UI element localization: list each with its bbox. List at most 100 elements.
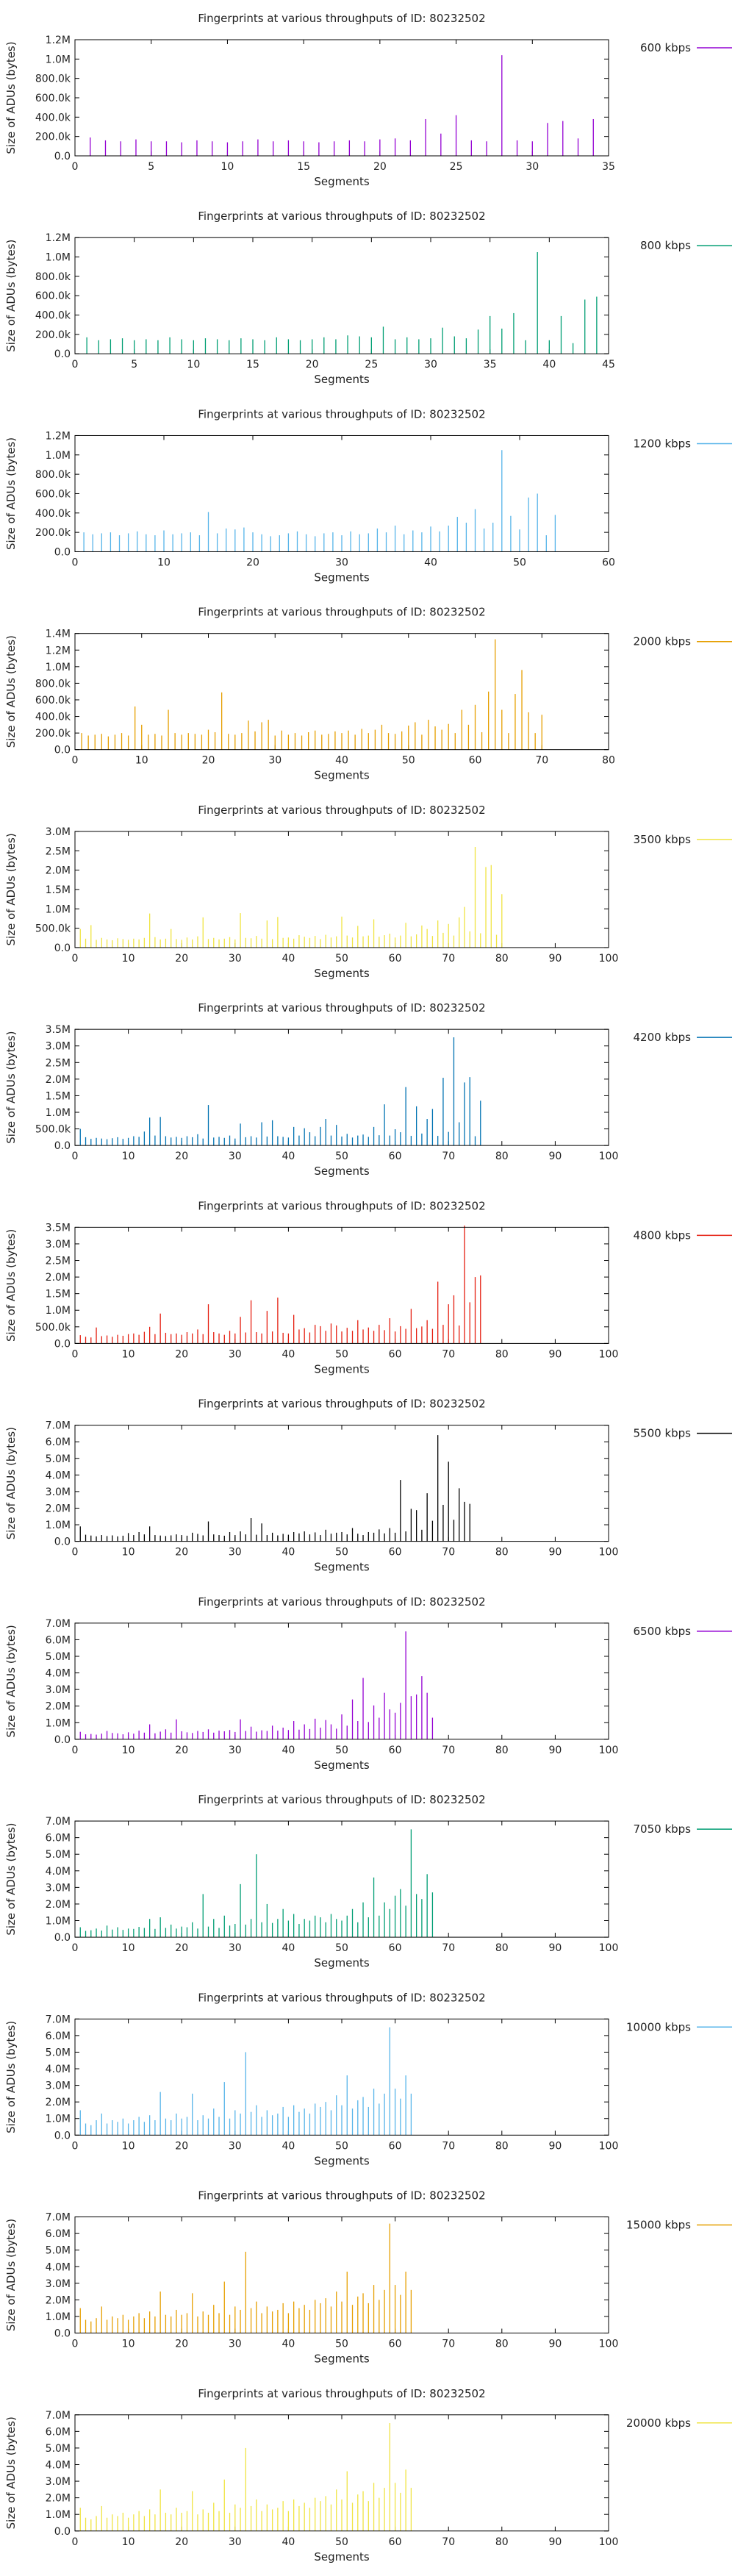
x-tick-label: 90 bbox=[548, 1745, 562, 1756]
x-tick-label: 30 bbox=[335, 557, 348, 568]
y-axis-label: Size of ADUs (bytes) bbox=[4, 1031, 18, 1144]
y-tick-label: 7.0M bbox=[46, 2212, 71, 2224]
y-tick-label: 3.0M bbox=[46, 826, 71, 838]
y-tick-label: 1.0M bbox=[46, 1305, 71, 1317]
y-tick-label: 1.0M bbox=[46, 54, 71, 65]
x-tick-label: 100 bbox=[599, 1348, 619, 1360]
y-tick-label: 5.0M bbox=[46, 2443, 71, 2455]
x-tick-label: 50 bbox=[335, 2339, 348, 2350]
y-tick-label: 4.0M bbox=[46, 2459, 71, 2471]
y-tick-label: 3.0M bbox=[46, 1882, 71, 1894]
y-tick-label: 2.0M bbox=[46, 1899, 71, 1911]
x-tick-label: 60 bbox=[389, 953, 402, 965]
x-tick-label: 40 bbox=[282, 953, 295, 965]
plot-frame bbox=[74, 1028, 609, 1146]
y-tick-label: 5.0M bbox=[46, 1651, 71, 1663]
x-tick-label: 90 bbox=[548, 1348, 562, 1360]
x-tick-label: 80 bbox=[495, 953, 509, 965]
x-axis-label: Segments bbox=[314, 769, 370, 782]
x-tick-label: 25 bbox=[365, 359, 378, 371]
y-tick-label: 2.0M bbox=[46, 2493, 71, 2505]
y-tick-label: 0.0 bbox=[54, 2526, 71, 2538]
x-tick-label: 10 bbox=[122, 2140, 135, 2152]
x-axis-label: Segments bbox=[314, 2154, 370, 2167]
y-tick-label: 1.2M bbox=[46, 35, 71, 46]
y-tick-label: 0.0 bbox=[54, 348, 71, 360]
x-tick-label: 90 bbox=[548, 953, 562, 965]
chart-panel: Fingerprints at various throughputs of I… bbox=[4, 804, 732, 980]
x-tick-label: 60 bbox=[389, 2536, 402, 2548]
x-tick-label: 30 bbox=[229, 1348, 242, 1360]
x-tick-label: 40 bbox=[282, 1745, 295, 1756]
x-tick-label: 0 bbox=[72, 755, 79, 767]
x-tick-label: 100 bbox=[599, 953, 619, 965]
y-tick-label: 400.0k bbox=[35, 310, 71, 322]
chart-title: Fingerprints at various throughputs of I… bbox=[198, 1001, 485, 1015]
y-axis-label: Size of ADUs (bytes) bbox=[4, 2219, 18, 2331]
y-tick-label: 3.5M bbox=[46, 1024, 71, 1036]
y-tick-label: 200.0k bbox=[35, 329, 71, 341]
x-tick-label: 100 bbox=[599, 1942, 619, 1954]
legend-label: 5500 kbps bbox=[634, 1427, 692, 1440]
x-tick-label: 30 bbox=[229, 1151, 242, 1162]
x-tick-label: 35 bbox=[484, 359, 497, 371]
x-tick-label: 0 bbox=[72, 1745, 79, 1756]
legend-label: 1200 kbps bbox=[634, 437, 692, 450]
y-tick-label: 1.0M bbox=[46, 904, 71, 915]
y-tick-label: 6.0M bbox=[46, 1437, 71, 1448]
y-axis-label: Size of ADUs (bytes) bbox=[4, 437, 18, 550]
legend-label: 2000 kbps bbox=[634, 635, 692, 648]
x-tick-label: 20 bbox=[175, 2339, 188, 2350]
y-axis-label: Size of ADUs (bytes) bbox=[4, 41, 18, 154]
y-tick-label: 1.0M bbox=[46, 662, 71, 673]
y-tick-label: 0.0 bbox=[54, 1734, 71, 1746]
y-tick-label: 4.0M bbox=[46, 2261, 71, 2273]
x-axis-label: Segments bbox=[314, 1362, 370, 1375]
y-tick-label: 7.0M bbox=[46, 2410, 71, 2422]
x-tick-label: 60 bbox=[389, 1348, 402, 1360]
chart-title: Fingerprints at various throughputs of I… bbox=[198, 804, 485, 817]
x-tick-label: 20 bbox=[202, 755, 215, 767]
x-tick-label: 30 bbox=[424, 359, 437, 371]
plot-frame bbox=[74, 1622, 609, 1740]
y-tick-label: 6.0M bbox=[46, 2426, 71, 2438]
y-tick-label: 600.0k bbox=[35, 290, 71, 302]
y-tick-label: 500.0k bbox=[35, 1322, 71, 1334]
chart-panel: Fingerprints at various throughputs of I… bbox=[4, 1793, 732, 1969]
x-tick-label: 5 bbox=[148, 161, 154, 173]
x-axis-label: Segments bbox=[314, 967, 370, 980]
x-tick-label: 20 bbox=[373, 161, 387, 173]
legend-label: 800 kbps bbox=[640, 239, 691, 252]
x-tick-label: 0 bbox=[72, 557, 79, 568]
x-tick-label: 30 bbox=[526, 161, 539, 173]
x-tick-label: 10 bbox=[122, 953, 135, 965]
y-tick-label: 2.5M bbox=[46, 1057, 71, 1069]
x-tick-label: 90 bbox=[548, 1547, 562, 1559]
x-tick-label: 0 bbox=[72, 2536, 79, 2548]
y-tick-label: 400.0k bbox=[35, 112, 71, 124]
x-tick-label: 80 bbox=[495, 1348, 509, 1360]
y-tick-label: 1.0M bbox=[46, 1916, 71, 1928]
y-tick-label: 1.2M bbox=[46, 232, 71, 244]
x-tick-label: 70 bbox=[442, 953, 455, 965]
y-axis-label: Size of ADUs (bytes) bbox=[4, 1625, 18, 1737]
x-tick-label: 60 bbox=[602, 557, 615, 568]
chart-title: Fingerprints at various throughputs of I… bbox=[198, 407, 485, 421]
x-tick-label: 30 bbox=[229, 1547, 242, 1559]
x-tick-label: 20 bbox=[175, 1348, 188, 1360]
x-tick-label: 80 bbox=[495, 1547, 509, 1559]
y-axis-label: Size of ADUs (bytes) bbox=[4, 2021, 18, 2133]
chart-panel: Fingerprints at various throughputs of I… bbox=[4, 1398, 732, 1574]
x-tick-label: 25 bbox=[450, 161, 463, 173]
plot-frame bbox=[74, 1820, 609, 1938]
x-tick-label: 70 bbox=[442, 1151, 455, 1162]
y-axis-label: Size of ADUs (bytes) bbox=[4, 1229, 18, 1342]
y-tick-label: 1.5M bbox=[46, 1090, 71, 1102]
x-tick-label: 0 bbox=[72, 1547, 79, 1559]
y-tick-label: 600.0k bbox=[35, 488, 71, 500]
x-axis-label: Segments bbox=[314, 2550, 370, 2564]
y-tick-label: 2.0M bbox=[46, 1272, 71, 1284]
plot-frame bbox=[74, 39, 609, 157]
legend-label: 4200 kbps bbox=[634, 1031, 692, 1044]
